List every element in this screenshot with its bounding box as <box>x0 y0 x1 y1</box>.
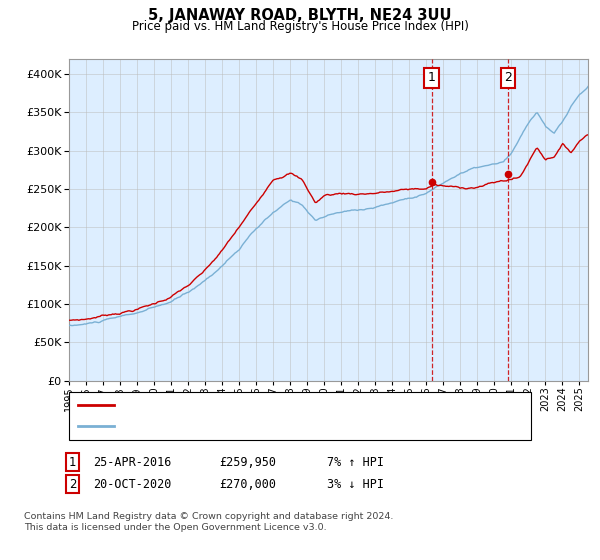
Text: £259,950: £259,950 <box>219 455 276 469</box>
Text: 20-OCT-2020: 20-OCT-2020 <box>93 478 172 491</box>
Text: 25-APR-2016: 25-APR-2016 <box>93 455 172 469</box>
Text: £270,000: £270,000 <box>219 478 276 491</box>
Text: 5, JANAWAY ROAD, BLYTH, NE24 3UU (detached house): 5, JANAWAY ROAD, BLYTH, NE24 3UU (detach… <box>120 400 420 410</box>
Text: 2: 2 <box>69 478 77 491</box>
Text: 2: 2 <box>504 72 512 85</box>
Text: 1: 1 <box>428 72 436 85</box>
Text: HPI: Average price, detached house, Northumberland: HPI: Average price, detached house, Nort… <box>120 421 412 431</box>
Text: 5, JANAWAY ROAD, BLYTH, NE24 3UU: 5, JANAWAY ROAD, BLYTH, NE24 3UU <box>148 8 452 24</box>
Text: 7% ↑ HPI: 7% ↑ HPI <box>327 455 384 469</box>
Text: Price paid vs. HM Land Registry's House Price Index (HPI): Price paid vs. HM Land Registry's House … <box>131 20 469 33</box>
Text: 1: 1 <box>69 455 77 469</box>
Text: Contains HM Land Registry data © Crown copyright and database right 2024.
This d: Contains HM Land Registry data © Crown c… <box>24 512 394 532</box>
Text: 3% ↓ HPI: 3% ↓ HPI <box>327 478 384 491</box>
